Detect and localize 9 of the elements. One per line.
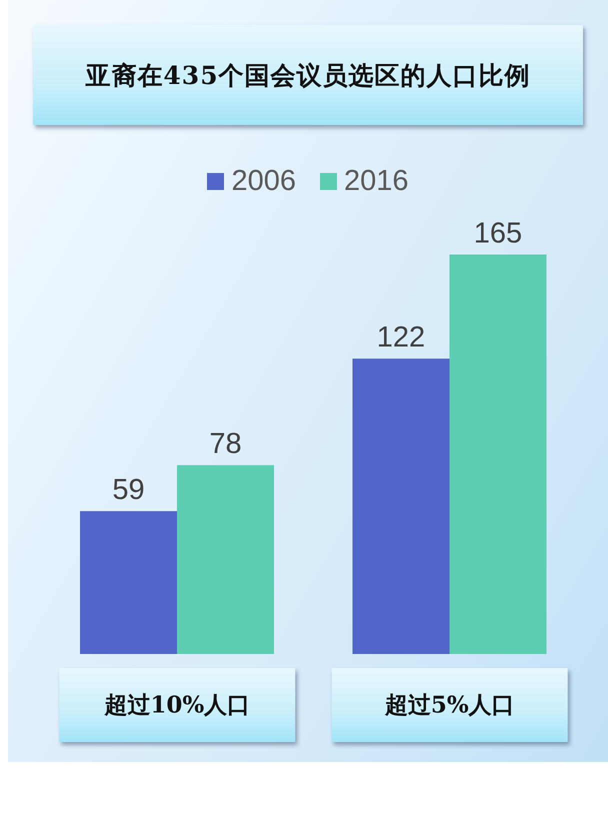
data-label: 59 [112,474,145,506]
data-label: 165 [474,218,522,250]
legend-label: 2006 [231,164,296,198]
data-label: 122 [376,322,426,354]
x-tick-label: 超过5%人口 [384,692,515,718]
legend-label: 2016 [344,164,409,198]
data-label: 78 [209,428,242,460]
chart-title: 亚裔在435个国会议员选区的人口比例 [85,60,531,92]
x-tick-label: 超过10%人口 [103,692,250,718]
